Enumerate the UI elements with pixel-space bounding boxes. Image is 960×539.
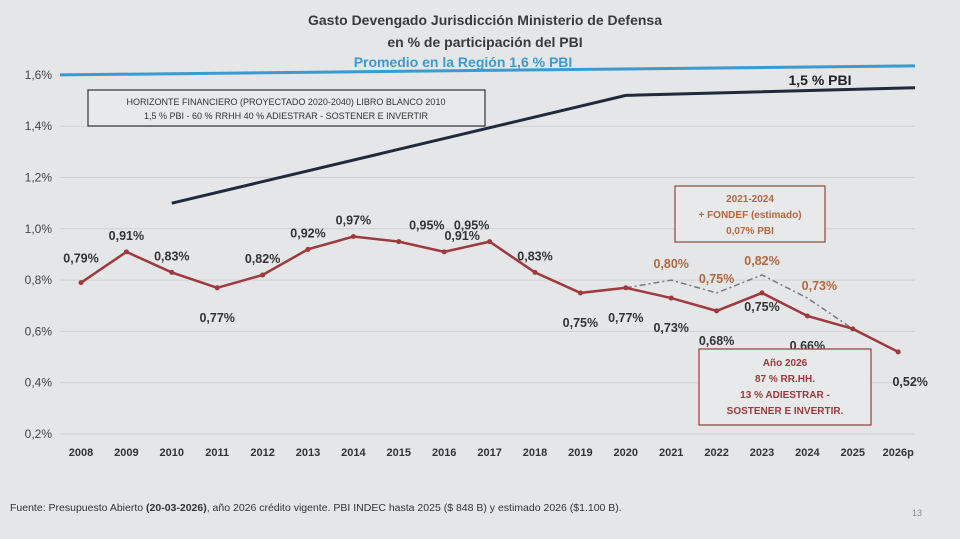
data-point: [577, 290, 583, 296]
data-label: 0,77%: [199, 311, 234, 325]
horizon-line: [171, 86, 916, 205]
data-point: [260, 272, 266, 278]
data-point: [396, 239, 402, 245]
data-label: 0,82%: [245, 252, 280, 266]
data-point: [714, 308, 720, 314]
horizon-line-label: 1,5 % PBI: [788, 72, 851, 88]
x-tick-label: 2018: [523, 447, 547, 459]
data-label: 0,73%: [653, 321, 688, 335]
data-label: 0,52%: [892, 375, 927, 389]
x-tick-label: 2010: [160, 447, 184, 459]
x-tick-label: 2022: [704, 447, 728, 459]
y-tick-label: 1,0%: [25, 222, 53, 236]
data-point: [441, 249, 447, 255]
x-tick-label: 2009: [114, 447, 138, 459]
source-prefix: Fuente: Presupuesto Abierto: [10, 502, 146, 514]
x-tick-label: 2026p: [883, 447, 914, 459]
data-label: 0,83%: [154, 249, 189, 263]
year-2026-box-line2: 87 % RR.HH.: [755, 374, 815, 385]
x-tick-label: 2013: [296, 447, 320, 459]
horizon-box-line1: HORIZONTE FINANCIERO (PROYECTADO 2020-20…: [127, 97, 446, 107]
fondef-data-label: 0,80%: [653, 257, 688, 271]
data-point: [804, 313, 810, 319]
region-average-line: [59, 64, 916, 77]
y-tick-label: 1,2%: [25, 171, 53, 185]
x-tick-label: 2020: [614, 447, 638, 459]
data-point: [214, 285, 220, 291]
data-point: [895, 349, 901, 355]
x-tick-label: 2015: [387, 447, 411, 459]
x-tick-label: 2011: [205, 447, 229, 459]
data-point: [350, 233, 356, 239]
data-label: 0,91%: [109, 229, 144, 243]
x-tick-label: 2025: [841, 447, 865, 459]
y-tick-label: 0,6%: [25, 324, 53, 338]
x-tick-label: 2008: [69, 447, 93, 459]
region-average-label: Promedio en la Región 1,6 % PBI: [354, 54, 573, 70]
data-label: 0,95%: [409, 219, 444, 233]
y-tick-label: 1,6%: [25, 68, 53, 82]
y-tick-label: 0,4%: [25, 376, 53, 390]
fondef-box-line2: + FONDEF (estimado): [698, 210, 801, 221]
year-2026-box-line4: SOSTENER E INVERTIR.: [727, 406, 844, 417]
data-point: [487, 239, 493, 245]
data-point: [668, 295, 674, 301]
data-point: [759, 290, 765, 296]
data-label: 0,75%: [744, 300, 779, 314]
fondef-box-line3: 0,07% PBI: [726, 226, 774, 237]
data-point: [123, 249, 129, 255]
data-label: 0,79%: [63, 252, 98, 266]
data-label: 0,92%: [290, 226, 325, 240]
x-tick-label: 2024: [795, 447, 820, 459]
data-label: 0,77%: [608, 311, 643, 325]
chart-title: Gasto Devengado Jurisdicción Ministerio …: [308, 12, 662, 28]
data-point: [623, 285, 629, 291]
fondef-series-line: [625, 274, 854, 330]
page-number: 13: [912, 508, 922, 518]
y-tick-label: 0,2%: [25, 427, 53, 441]
fondef-box-line1: 2021-2024: [726, 194, 774, 205]
data-label: 0,95%: [454, 219, 489, 233]
data-point: [78, 280, 84, 286]
year-2026-box-line3: 13 % ADIESTRAR -: [740, 390, 830, 401]
x-tick-label: 2021: [659, 447, 683, 459]
data-label: 0,75%: [563, 316, 598, 330]
x-tick-label: 2023: [750, 447, 774, 459]
chart-subtitle: en % de participación del PBI: [387, 34, 582, 50]
x-tick-label: 2017: [477, 447, 501, 459]
source-date: (20-03-2026): [146, 502, 207, 514]
x-tick-label: 2012: [250, 447, 274, 459]
fondef-data-label: 0,82%: [744, 254, 779, 268]
data-point: [532, 269, 538, 275]
data-label: 0,91%: [444, 229, 479, 243]
x-tick-label: 2019: [568, 447, 592, 459]
fondef-box: 2021-2024 + FONDEF (estimado) 0,07% PBI: [674, 185, 826, 243]
data-label: 0,68%: [699, 334, 734, 348]
y-tick-label: 1,4%: [25, 119, 53, 133]
x-tick-label: 2016: [432, 447, 456, 459]
fondef-data-label: 0,75%: [699, 272, 734, 286]
x-tick-label: 2014: [341, 447, 366, 459]
year-2026-box-line1: Año 2026: [763, 358, 808, 369]
y-tick-label: 0,8%: [25, 273, 53, 287]
horizon-box-line2: 1,5 % PBI - 60 % RRHH 40 % ADIESTRAR - S…: [144, 111, 428, 121]
source-suffix: , año 2026 crédito vigente. PBI INDEC ha…: [207, 502, 622, 514]
data-label: 0,83%: [517, 249, 552, 263]
fondef-data-label: 0,73%: [802, 279, 837, 293]
data-label: 0,97%: [336, 213, 371, 227]
data-point: [305, 246, 311, 252]
data-point: [169, 269, 175, 275]
horizon-box: HORIZONTE FINANCIERO (PROYECTADO 2020-20…: [87, 89, 486, 127]
source-footnote: Fuente: Presupuesto Abierto (20-03-2026)…: [10, 502, 622, 514]
year-2026-box: Año 2026 87 % RR.HH. 13 % ADIESTRAR - SO…: [698, 348, 872, 426]
data-point: [850, 326, 856, 332]
